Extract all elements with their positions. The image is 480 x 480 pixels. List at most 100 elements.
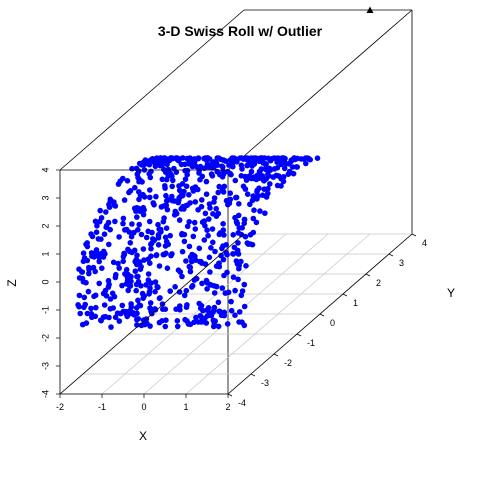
y-tick-mark — [227, 393, 233, 397]
data-point — [211, 290, 218, 296]
data-point — [236, 319, 242, 325]
data-point — [228, 298, 234, 305]
data-point — [101, 231, 108, 237]
data-point — [164, 161, 170, 168]
z-tick-label: -3 — [40, 362, 50, 370]
data-point — [191, 277, 198, 283]
data-point — [224, 251, 230, 258]
data-point — [202, 261, 209, 267]
y-tick-mark — [388, 253, 394, 257]
data-point — [147, 187, 153, 193]
data-point — [82, 301, 88, 308]
data-point — [129, 165, 135, 172]
data-point — [197, 176, 203, 183]
data-point — [197, 313, 204, 319]
data-point — [253, 176, 260, 183]
data-point — [177, 303, 183, 309]
data-point — [213, 213, 220, 219]
data-point — [110, 305, 116, 311]
data-point — [179, 231, 185, 238]
data-point — [193, 163, 200, 170]
data-point — [151, 202, 157, 208]
data-point — [230, 274, 237, 281]
data-point — [181, 206, 187, 212]
data-point — [187, 254, 194, 260]
x-tick-label: 1 — [183, 402, 188, 412]
y-tick-label: 4 — [422, 238, 427, 248]
data-point — [182, 176, 189, 182]
data-point — [215, 299, 222, 306]
box-back-edges — [59, 9, 413, 394]
data-point — [163, 192, 169, 199]
data-point — [100, 290, 107, 297]
data-point — [99, 265, 105, 272]
y-axis-label: Y — [447, 286, 455, 300]
data-point — [83, 279, 89, 286]
data-point — [128, 278, 134, 285]
data-point — [127, 240, 134, 246]
data-point — [213, 205, 219, 212]
data-point — [176, 183, 182, 189]
data-point — [249, 197, 256, 204]
data-point — [195, 207, 201, 213]
data-point — [207, 205, 213, 211]
data-point — [167, 232, 173, 239]
data-point — [123, 266, 130, 273]
data-point — [248, 168, 255, 175]
data-point — [232, 312, 238, 319]
data-point — [126, 229, 132, 235]
data-point — [136, 302, 143, 308]
data-point — [301, 156, 307, 162]
data-point — [222, 158, 229, 164]
data-point — [278, 161, 284, 168]
data-point — [79, 269, 86, 275]
data-point — [100, 254, 107, 260]
y-tick-mark — [273, 353, 279, 357]
data-point — [121, 197, 128, 203]
data-point — [181, 292, 188, 299]
data-point — [80, 258, 87, 265]
chart-title: 3-D Swiss Roll w/ Outlier — [158, 23, 323, 39]
data-point — [245, 241, 252, 247]
data-point — [172, 284, 178, 290]
data-point — [225, 201, 231, 208]
data-point — [244, 191, 251, 197]
data-point — [220, 189, 227, 195]
x-tick-label: -1 — [98, 402, 106, 412]
data-point — [135, 297, 141, 304]
data-point — [191, 219, 198, 226]
data-point — [167, 288, 173, 294]
data-point — [139, 290, 146, 297]
data-point — [202, 210, 209, 217]
data-point — [249, 163, 255, 169]
y-tick-label: 2 — [376, 278, 381, 288]
data-point — [76, 292, 83, 299]
data-point — [80, 250, 87, 256]
data-point — [238, 231, 245, 238]
data-point — [179, 273, 185, 280]
data-point — [183, 183, 190, 190]
data-point — [129, 221, 135, 227]
y-tick-mark — [411, 233, 417, 237]
data-point — [116, 265, 122, 271]
y-tick-mark — [250, 373, 256, 377]
data-point — [85, 288, 92, 295]
data-point — [112, 203, 119, 209]
z-tick-label: 2 — [40, 223, 50, 228]
data-point — [228, 171, 234, 178]
z-tick-label: -2 — [40, 334, 50, 342]
data-point — [162, 306, 169, 313]
data-point — [145, 271, 152, 277]
data-point — [173, 169, 180, 175]
data-point — [116, 318, 123, 324]
data-point — [137, 208, 143, 214]
data-point — [152, 163, 159, 170]
data-point — [174, 318, 181, 324]
data-point — [209, 226, 216, 232]
data-point — [128, 301, 134, 307]
data-point — [239, 166, 245, 172]
data-point — [147, 194, 153, 201]
data-point — [140, 162, 147, 168]
data-point — [140, 211, 147, 218]
data-point — [162, 323, 169, 330]
